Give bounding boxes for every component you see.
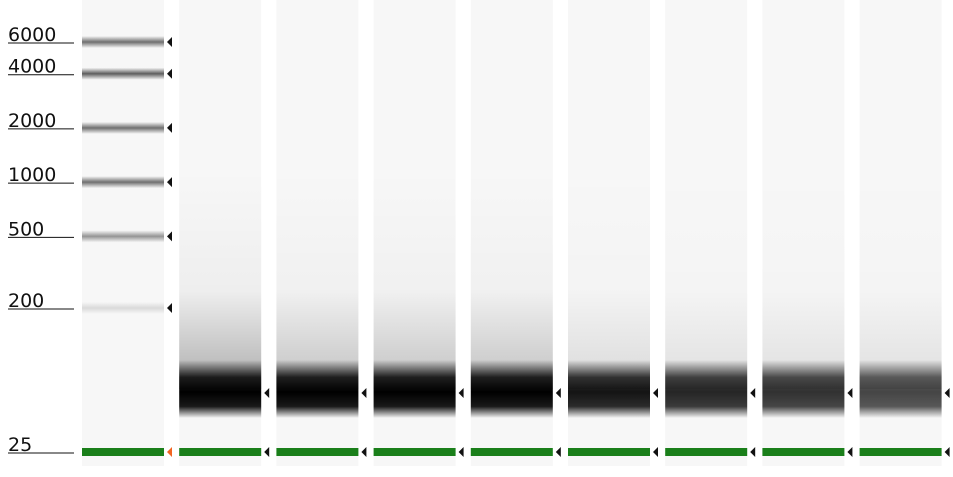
band-marker-icon bbox=[167, 231, 172, 242]
band-marker-icon bbox=[653, 388, 658, 398]
size-label-25: 25 bbox=[8, 434, 32, 456]
band-marker-icon bbox=[167, 68, 172, 79]
size-label-200: 200 bbox=[8, 290, 44, 312]
sample-lane-5 bbox=[568, 0, 658, 466]
lower-marker-band bbox=[859, 448, 942, 456]
size-label-6000: 6000 bbox=[8, 24, 56, 46]
lower-marker-band bbox=[568, 448, 650, 456]
lower-marker-arrow-icon bbox=[847, 447, 853, 457]
lower-marker-arrow-icon bbox=[653, 447, 658, 457]
ladder-band-4000 bbox=[82, 67, 164, 80]
size-label-500: 500 bbox=[8, 218, 44, 240]
band-marker-icon bbox=[264, 388, 270, 398]
band-marker-icon bbox=[944, 388, 950, 398]
sample-band bbox=[568, 360, 650, 418]
ladder-band-1000 bbox=[82, 176, 164, 189]
size-labels: 6000 4000 2000 1000 500 200 25 bbox=[8, 24, 74, 456]
band-marker-icon bbox=[361, 388, 367, 398]
lower-marker-arrow-icon bbox=[458, 447, 464, 457]
lower-marker-band bbox=[82, 448, 164, 456]
sample-lane-6 bbox=[665, 0, 756, 466]
sample-smear bbox=[179, 170, 262, 389]
sample-lane-3 bbox=[373, 0, 464, 466]
sample-smear bbox=[568, 170, 650, 389]
band-marker-icon bbox=[167, 303, 172, 313]
sample-lane-8 bbox=[859, 0, 950, 466]
band-marker-icon bbox=[750, 388, 756, 398]
lower-marker-band bbox=[179, 448, 262, 456]
sample-smear bbox=[665, 170, 748, 389]
size-label-1000: 1000 bbox=[8, 164, 56, 186]
lower-marker-band bbox=[665, 448, 748, 456]
band-marker-icon bbox=[167, 37, 172, 47]
sample-lane-7 bbox=[762, 0, 853, 466]
sample-smear bbox=[762, 170, 845, 389]
lower-marker-arrow-icon bbox=[167, 447, 172, 457]
band-marker-icon bbox=[555, 388, 561, 398]
sample-lane-2 bbox=[276, 0, 367, 466]
sample-band bbox=[373, 360, 456, 418]
lower-marker-band bbox=[470, 448, 553, 456]
sample-smear bbox=[276, 170, 359, 389]
lanes-layer bbox=[82, 0, 950, 466]
sample-lane-4 bbox=[470, 0, 561, 466]
lower-marker-arrow-icon bbox=[264, 447, 270, 457]
sample-band bbox=[179, 360, 262, 418]
sample-band bbox=[276, 360, 359, 418]
sample-smear bbox=[373, 170, 456, 389]
sample-band bbox=[665, 360, 748, 418]
sample-band bbox=[762, 360, 845, 418]
sample-band bbox=[859, 360, 942, 418]
band-marker-icon bbox=[847, 388, 853, 398]
band-marker-icon bbox=[458, 388, 464, 398]
size-label-2000: 2000 bbox=[8, 110, 56, 132]
lower-marker-arrow-icon bbox=[555, 447, 561, 457]
ladder-band-2000 bbox=[82, 121, 164, 134]
lower-marker-arrow-icon bbox=[750, 447, 756, 457]
ladder-band-500 bbox=[82, 230, 164, 243]
band-marker-icon bbox=[167, 177, 172, 188]
sample-smear bbox=[470, 170, 553, 389]
ladder-lane bbox=[82, 0, 172, 466]
lower-marker-band bbox=[762, 448, 845, 456]
band-marker-icon bbox=[167, 122, 172, 133]
lower-marker-arrow-icon bbox=[361, 447, 367, 457]
size-label-4000: 4000 bbox=[8, 56, 56, 78]
lower-marker-band bbox=[276, 448, 359, 456]
sample-lane-1 bbox=[179, 0, 270, 466]
lower-marker-band bbox=[373, 448, 456, 456]
sample-smear bbox=[859, 170, 942, 389]
lower-marker-arrow-icon bbox=[944, 447, 950, 457]
ladder-band-200 bbox=[82, 302, 164, 314]
sample-band bbox=[470, 360, 553, 418]
ladder-band-6000 bbox=[82, 36, 164, 48]
